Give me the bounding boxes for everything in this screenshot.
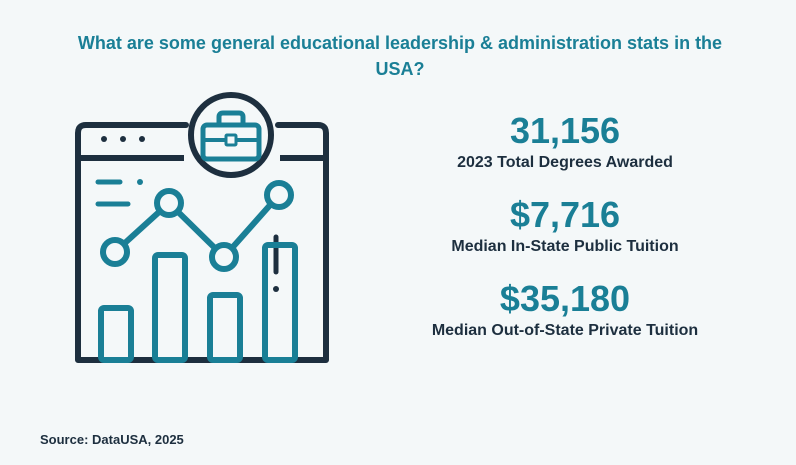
- stat-degrees: 31,156 2023 Total Degrees Awarded: [405, 112, 725, 174]
- stat-value: 31,156: [509, 110, 621, 151]
- content-dot: [137, 179, 143, 185]
- stats-panel: 31,156 2023 Total Degrees Awarded $7,716…: [405, 112, 725, 364]
- window-dot-icon: [101, 136, 107, 142]
- stat-value: $7,716: [509, 194, 621, 235]
- chart-bar-icon: [207, 292, 243, 363]
- trend-node: [154, 188, 184, 218]
- page-title: What are some general educational leader…: [77, 33, 723, 79]
- chart-bar-icon: [152, 252, 188, 363]
- browser-chart-briefcase-icon: [68, 92, 338, 377]
- stat-value: $35,180: [499, 278, 631, 319]
- trend-line: [112, 193, 282, 260]
- stat-in-state-tuition: $7,716 Median In-State Public Tuition: [405, 196, 725, 258]
- stat-label: Median Out-of-State Private Tuition: [431, 322, 699, 339]
- chart-bar-icon: [262, 242, 298, 363]
- window-dot-icon: [120, 136, 126, 142]
- source-note: Source: DataUSA, 2025: [40, 432, 184, 447]
- trend-node: [209, 242, 239, 272]
- stat-label: Median In-State Public Tuition: [451, 238, 679, 255]
- chart-bar-icon: [98, 305, 134, 363]
- briefcase-icon: [200, 110, 262, 162]
- stat-out-of-state-tuition: $35,180 Median Out-of-State Private Tuit…: [405, 280, 725, 342]
- trend-node: [100, 237, 130, 267]
- stat-label: 2023 Total Degrees Awarded: [457, 154, 673, 171]
- trend-node: [264, 180, 294, 210]
- window-dot-icon: [139, 136, 145, 142]
- scroll-dot: [273, 286, 279, 292]
- browser-window-frame: [75, 122, 329, 363]
